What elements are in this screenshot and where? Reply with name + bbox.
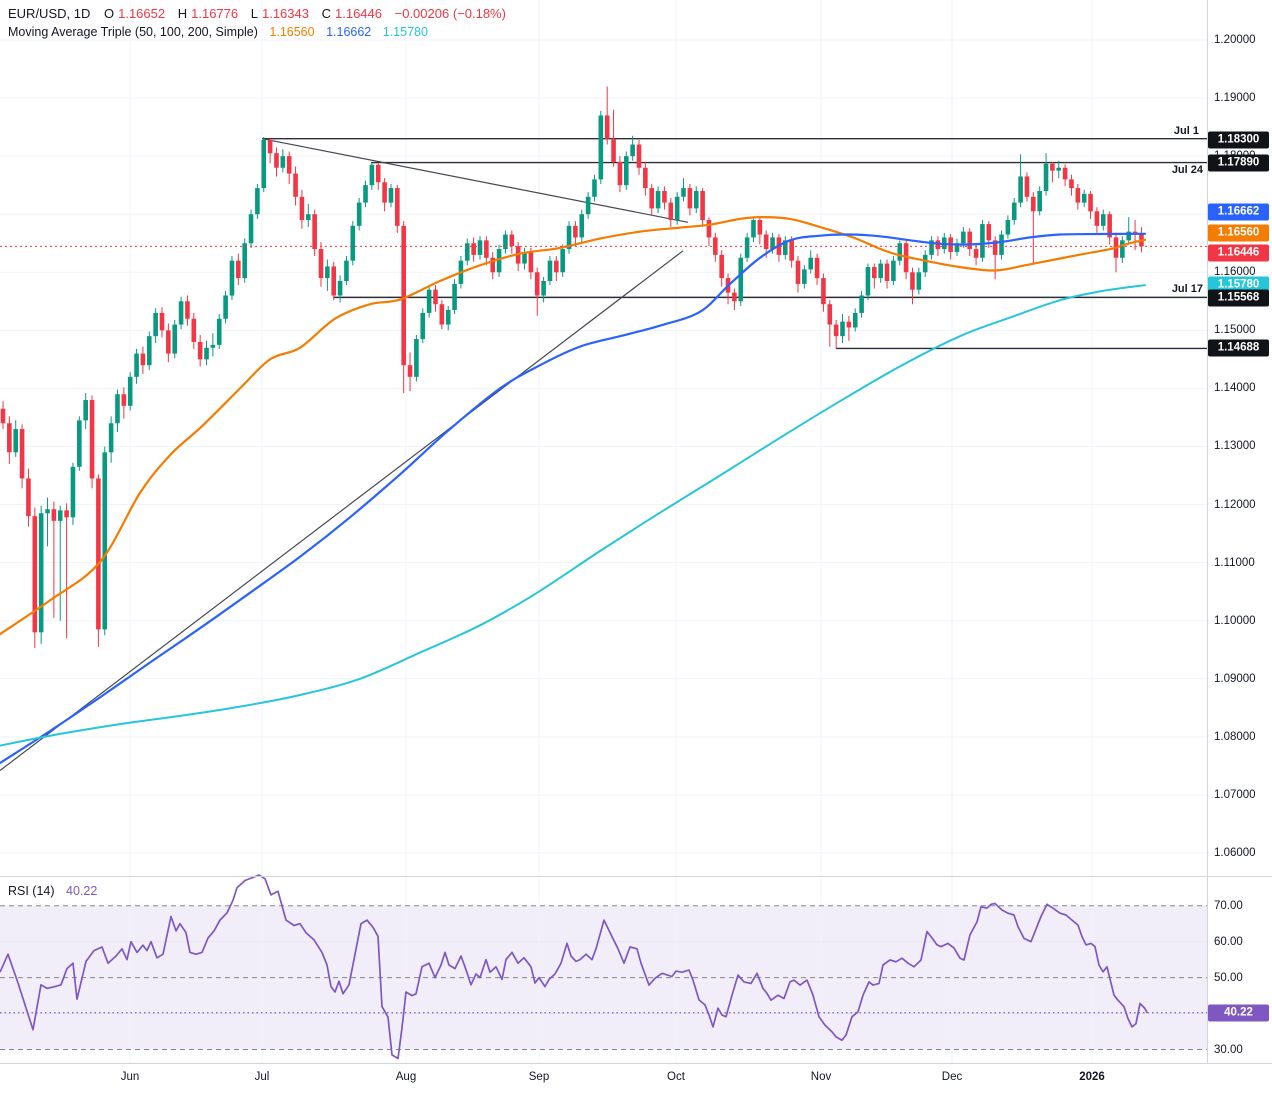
annotation-jul-24: Jul 24 [1171,164,1203,176]
price-badge-1.15568: 1.15568 [1208,289,1269,307]
rsi-line[interactable] [0,874,1148,1060]
rsi-axis-label: 30.00 [1214,1043,1243,1056]
price-axis-label: 1.16000 [1214,266,1256,279]
open-label: O [103,6,115,21]
time-label-Aug: Aug [395,1071,417,1083]
ascending-trendline[interactable] [0,250,684,771]
time-label-Jul: Jul [254,1071,270,1083]
rsi-indicator-legend[interactable]: RSI (14) 40.22 [8,884,97,898]
symbol-legend[interactable]: EUR/USD, 1D O 1.16652 H 1.16776 L 1.16343 C… [8,6,510,21]
price-axis-label: 1.15000 [1214,324,1256,337]
time-label-Dec: Dec [941,1071,963,1083]
time-label-Nov: Nov [810,1071,832,1083]
price-axis-label: 1.08000 [1214,730,1256,743]
rsi-axis-label: 60.00 [1214,935,1243,948]
high-label: H [177,6,188,21]
rsi-axis-label: 70.00 [1214,899,1243,912]
rsi-indicator-title: RSI (14) [8,884,55,898]
ma-indicator-legend[interactable]: Moving Average Triple (50, 100, 200, Sim… [8,25,436,39]
gridlines [0,0,1207,1063]
price-axis-label: 1.07000 [1214,788,1256,801]
ma-indicator-title: Moving Average Triple (50, 100, 200, Sim… [8,25,258,39]
open-value: 1.16652 [118,6,166,21]
price-axis-label: 1.11000 [1214,556,1255,569]
time-label-2026: 2026 [1079,1071,1105,1083]
ma-line-200[interactable] [0,284,1146,747]
price-badge-1.15780: 1.15780 [1208,276,1269,294]
ma200-value: 1.15780 [382,25,428,39]
low-value: 1.16343 [261,6,309,21]
price-badge-1.16560: 1.16560 [1208,224,1269,242]
price-axis-label: 1.06000 [1214,846,1256,859]
annotation-jul-17: Jul 17 [1171,283,1203,295]
candles [0,86,1144,648]
ma50-value: 1.16560 [269,25,315,39]
price-axis-label: 1.14000 [1214,382,1256,395]
price-badge-1.16446: 1.16446 [1208,244,1269,262]
price-axis-label: 1.20000 [1214,34,1256,46]
rsi-axis-label: 50.00 [1214,971,1243,984]
rsi-badge: 40.22 [1208,1004,1269,1022]
close-label: C [321,6,331,21]
price-axis-label: 1.13000 [1214,440,1256,453]
high-value: 1.16776 [191,6,239,21]
ma-line-50[interactable] [0,216,1147,636]
low-label: L [250,6,258,21]
time-label-Oct: Oct [667,1071,685,1083]
time-label-Sep: Sep [528,1071,550,1083]
price-badge-1.16662: 1.16662 [1208,203,1269,221]
price-badge-1.17890: 1.17890 [1208,154,1269,172]
change-value: −0.00206 (−0.18%) [394,6,506,21]
close-value: 1.16446 [335,6,382,21]
rsi-value: 40.22 [66,884,98,898]
symbol-title: EUR/USD, 1D [8,6,91,21]
descending-trendline[interactable] [261,138,689,223]
annotation-jul-1: Jul 1 [1173,125,1199,137]
ma-line-100[interactable] [0,232,1147,765]
time-label-Jun: Jun [120,1071,140,1083]
price-axis-label: 1.09000 [1214,672,1256,685]
price-axis-label: 1.19000 [1214,92,1256,105]
price-badge-1.18300: 1.18300 [1208,131,1269,149]
price-axis-label: 1.10000 [1214,614,1256,627]
price-badge-1.14688: 1.14688 [1208,339,1269,357]
price-axis-label: 1.12000 [1214,498,1256,511]
ma100-value: 1.16662 [326,25,372,39]
